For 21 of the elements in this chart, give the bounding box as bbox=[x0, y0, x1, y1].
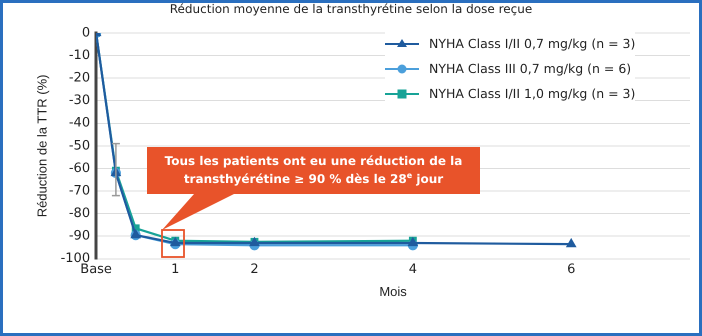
x-tick-label: 2 bbox=[250, 262, 259, 277]
y-tick-label: -30 bbox=[68, 93, 90, 108]
x-axis-title: Mois bbox=[379, 284, 408, 299]
x-tick-label: 4 bbox=[408, 262, 417, 277]
y-tick-label: -40 bbox=[68, 116, 90, 131]
y-tick-label: -80 bbox=[68, 206, 90, 222]
annotation: Tous les patients ont eu une réduction de la transthyérétine ≥ 90 % dès le 28$^{e}$ jour bbox=[164, 153, 464, 188]
x-tick-label: 6 bbox=[567, 262, 576, 277]
y-tick-label: -10 bbox=[68, 48, 90, 63]
y-tick-label: -90 bbox=[68, 228, 90, 244]
y-tick-label: -60 bbox=[68, 160, 90, 176]
legend-label: NYHA Class I/II 0,7 mg/kg (n = 3) bbox=[429, 36, 636, 51]
x-tick-label: 1 bbox=[171, 262, 180, 277]
legend-label: NYHA Class III 0,7 mg/kg (n = 6) bbox=[429, 61, 632, 76]
y-tick-label: -50 bbox=[68, 138, 90, 154]
legend-label: NYHA Class I/II 1,0 mg/kg (n = 3) bbox=[429, 86, 636, 101]
y-tick-label: 0 bbox=[82, 25, 90, 40]
y-axis-title: Réduction de la TTR (%) bbox=[34, 74, 50, 218]
chart-title: Réduction moyenne de la transthyrétine selon la dose reçue bbox=[168, 2, 534, 16]
y-tick-label: -20 bbox=[68, 70, 90, 86]
y-tick-label: -70 bbox=[68, 183, 90, 198]
